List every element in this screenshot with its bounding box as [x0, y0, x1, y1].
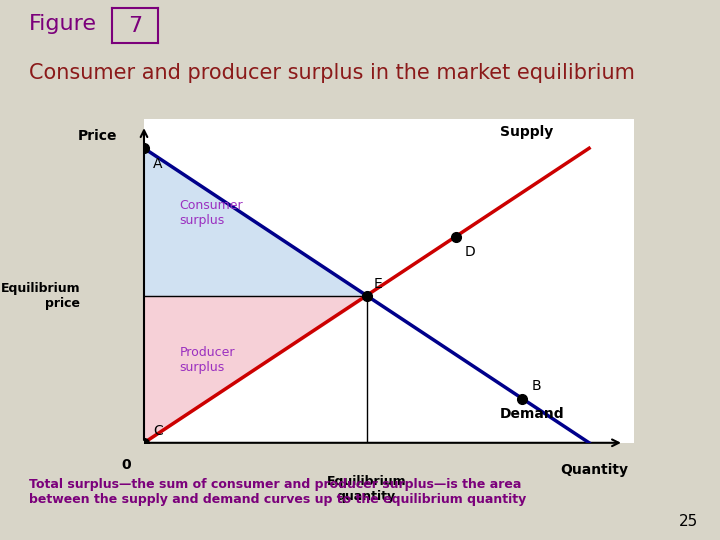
- Text: Figure: Figure: [29, 14, 96, 35]
- Polygon shape: [144, 295, 366, 443]
- Text: Equilibrium
quantity: Equilibrium quantity: [327, 475, 406, 503]
- Text: 7: 7: [128, 16, 142, 36]
- Text: Producer
surplus: Producer surplus: [179, 346, 235, 374]
- Text: Supply: Supply: [500, 125, 554, 139]
- Text: Equilibrium
price: Equilibrium price: [1, 281, 81, 309]
- Text: A: A: [153, 157, 163, 171]
- Text: E: E: [373, 277, 382, 291]
- Text: Total surplus—the sum of consumer and producer surplus—is the area
between the s: Total surplus—the sum of consumer and pr…: [29, 478, 526, 506]
- Text: Quantity: Quantity: [561, 463, 629, 477]
- Text: C: C: [153, 424, 163, 438]
- Text: Consumer
surplus: Consumer surplus: [179, 199, 243, 227]
- Text: Demand: Demand: [500, 408, 564, 421]
- Text: Price: Price: [78, 129, 117, 143]
- Text: B: B: [531, 379, 541, 393]
- Text: 0: 0: [121, 457, 130, 471]
- Text: D: D: [464, 246, 475, 259]
- Polygon shape: [144, 148, 366, 295]
- Text: Consumer and producer surplus in the market equilibrium: Consumer and producer surplus in the mar…: [29, 63, 634, 83]
- Text: 25: 25: [679, 514, 698, 529]
